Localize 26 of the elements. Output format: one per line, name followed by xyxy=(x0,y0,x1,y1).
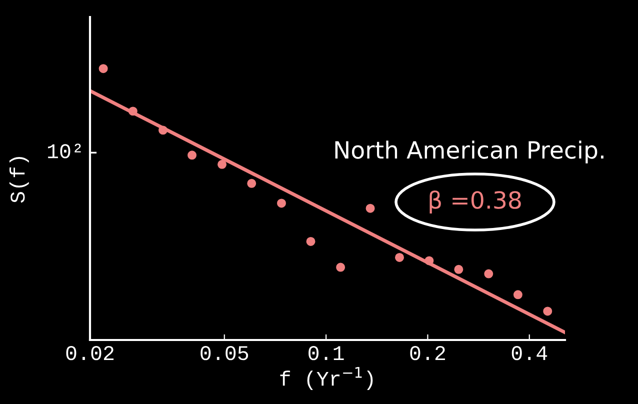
point xyxy=(513,290,522,300)
point xyxy=(98,64,108,74)
y-axis-title: S(f) xyxy=(9,156,29,203)
point xyxy=(158,126,168,135)
point xyxy=(454,264,464,274)
x-tick-label: 0.02 xyxy=(66,346,114,360)
point xyxy=(218,160,227,169)
x-tick-label: 0.2 xyxy=(410,346,445,360)
point xyxy=(394,252,404,262)
point xyxy=(543,306,552,316)
text: 10² xyxy=(48,144,81,158)
annotation: North American Precip. xyxy=(335,140,604,164)
point xyxy=(128,106,138,116)
x-axis-title: f (Yr$^{−1}$) xyxy=(280,367,373,390)
annotation: β =0.38 xyxy=(430,190,521,214)
point xyxy=(306,236,316,246)
point xyxy=(247,178,256,188)
point xyxy=(336,262,346,272)
x-tick-label: 0.4 xyxy=(512,346,548,360)
point xyxy=(188,150,197,160)
point xyxy=(276,198,286,208)
point xyxy=(484,269,494,278)
x-tick-label: 0.1 xyxy=(308,346,344,360)
point xyxy=(424,256,434,266)
x-tick-label: 0.05 xyxy=(200,346,248,360)
point xyxy=(366,204,375,213)
